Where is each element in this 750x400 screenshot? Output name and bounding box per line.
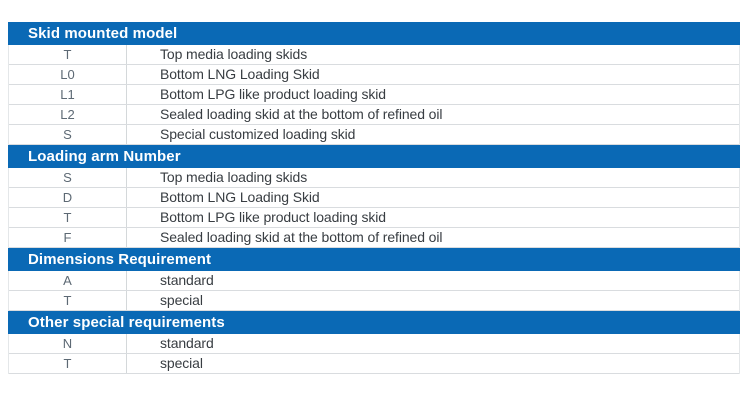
- code-cell: L1: [9, 85, 127, 104]
- code-cell: D: [9, 188, 127, 207]
- table-row: S Special customized loading skid: [9, 125, 739, 145]
- description-cell: Bottom LNG Loading Skid: [160, 189, 320, 205]
- table-row: T Bottom LPG like product loading skid: [9, 208, 739, 228]
- description-cell: Sealed loading skid at the bottom of ref…: [160, 229, 443, 245]
- description-cell: Bottom LNG Loading Skid: [160, 66, 320, 82]
- section-rows: N standard T special: [8, 334, 740, 374]
- section-rows: T Top media loading skids L0 Bottom LNG …: [8, 45, 740, 145]
- code-cell: N: [9, 334, 127, 353]
- description-cell: Bottom LPG like product loading skid: [160, 86, 386, 102]
- table-row: D Bottom LNG Loading Skid: [9, 188, 739, 208]
- description-cell: Sealed loading skid at the bottom of ref…: [160, 106, 443, 122]
- code-cell: T: [9, 354, 127, 373]
- section-header-skid-mounted-model: Skid mounted model: [8, 22, 740, 45]
- table-row: L2 Sealed loading skid at the bottom of …: [9, 105, 739, 125]
- description-cell: special: [160, 355, 203, 371]
- table-row: F Sealed loading skid at the bottom of r…: [9, 228, 739, 248]
- description-cell: standard: [160, 272, 214, 288]
- description-cell: Top media loading skids: [160, 169, 308, 185]
- description-cell: Top media loading skids: [160, 46, 308, 62]
- code-cell: T: [9, 45, 127, 64]
- section-header-loading-arm-number: Loading arm Number: [8, 145, 740, 168]
- code-cell: S: [9, 125, 127, 144]
- code-cell: T: [9, 291, 127, 310]
- table-row: T special: [9, 354, 739, 374]
- table-row: L0 Bottom LNG Loading Skid: [9, 65, 739, 85]
- table-row: T special: [9, 291, 739, 311]
- code-cell: T: [9, 208, 127, 227]
- model-code-spec-table: Skid mounted model T Top media loading s…: [8, 22, 740, 374]
- section-rows: S Top media loading skids D Bottom LNG L…: [8, 168, 740, 248]
- description-cell: special: [160, 292, 203, 308]
- table-row: T Top media loading skids: [9, 45, 739, 65]
- code-cell: L2: [9, 105, 127, 124]
- section-rows: A standard T special: [8, 271, 740, 311]
- code-cell: F: [9, 228, 127, 247]
- table-row: N standard: [9, 334, 739, 354]
- code-cell: A: [9, 271, 127, 290]
- section-header-other-special-requirements: Other special requirements: [8, 311, 740, 334]
- table-row: L1 Bottom LPG like product loading skid: [9, 85, 739, 105]
- description-cell: standard: [160, 335, 214, 351]
- table-row: S Top media loading skids: [9, 168, 739, 188]
- code-cell: S: [9, 168, 127, 187]
- section-header-dimensions-requirement: Dimensions Requirement: [8, 248, 740, 271]
- description-cell: Special customized loading skid: [160, 126, 356, 142]
- description-cell: Bottom LPG like product loading skid: [160, 209, 386, 225]
- table-row: A standard: [9, 271, 739, 291]
- code-cell: L0: [9, 65, 127, 84]
